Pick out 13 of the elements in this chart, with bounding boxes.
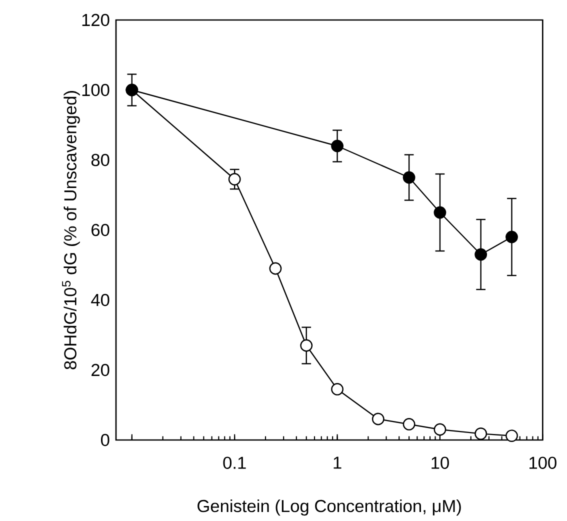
x-tick-label: 100 [530, 456, 556, 469]
y-tick-label: 100 [82, 84, 110, 96]
x-axis-title: Genistein (Log Concentration, μM) [198, 499, 461, 516]
x-tick-label: 10 [432, 456, 449, 469]
x-tick-label: 1 [334, 456, 342, 468]
y-tick-label: 20 [92, 364, 110, 376]
x-tick-label: 0.1 [223, 456, 246, 469]
y-tick-label: 40 [91, 294, 110, 306]
y-tick-label: 60 [92, 224, 110, 236]
y-axis-title: 8OHdG/10$^{5}$ dG (% of Unscavenged) [62, 90, 80, 370]
y-tick-label: 120 [82, 14, 110, 26]
y-tick-label: 0 [100, 434, 110, 446]
y-tick-label: 80 [91, 154, 110, 166]
